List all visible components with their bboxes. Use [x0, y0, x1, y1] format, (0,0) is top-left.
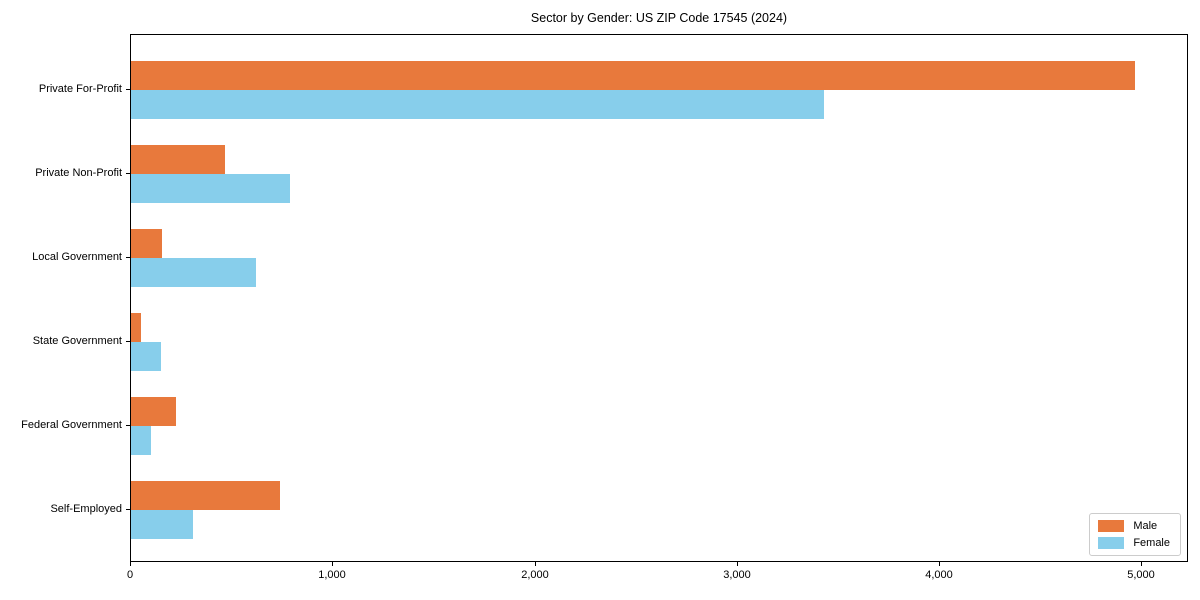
y-axis-label: Federal Government [21, 419, 122, 431]
y-axis-tick [126, 509, 130, 510]
bar-female-2 [131, 174, 290, 203]
legend: Male Female [1089, 513, 1181, 556]
x-axis-tick [535, 562, 536, 566]
legend-item-male: Male [1098, 520, 1170, 532]
y-axis-tick [126, 257, 130, 258]
y-axis-label: Self-Employed [50, 503, 122, 515]
bar-male-6 [131, 481, 280, 510]
y-axis-label: Local Government [32, 251, 122, 263]
chart-title: Sector by Gender: US ZIP Code 17545 (202… [530, 11, 788, 25]
bar-female-1 [131, 90, 824, 119]
legend-label-female: Female [1133, 537, 1170, 549]
bar-male-5 [131, 397, 176, 426]
x-axis-tick-label: 2,000 [521, 569, 549, 581]
x-axis-tick [1141, 562, 1142, 566]
x-axis-tick [332, 562, 333, 566]
y-axis-label: Private Non-Profit [35, 167, 122, 179]
x-axis-tick [737, 562, 738, 566]
x-axis-tick-label: 0 [126, 569, 134, 581]
x-axis-tick [130, 562, 131, 566]
y-axis-label: State Government [32, 335, 122, 347]
legend-label-male: Male [1133, 520, 1158, 532]
x-axis-tick [939, 562, 940, 566]
bar-female-5 [131, 426, 151, 455]
bar-male-4 [131, 313, 141, 342]
bar-female-6 [131, 510, 193, 539]
bar-male-3 [131, 229, 162, 258]
x-axis-tick-label: 1,000 [318, 569, 346, 581]
male-swatch [1098, 520, 1125, 532]
y-axis-tick [126, 173, 130, 174]
x-axis-tick-label: 3,000 [723, 569, 751, 581]
bar-female-3 [131, 258, 256, 287]
legend-item-female: Female [1098, 537, 1170, 549]
bar-male-1 [131, 61, 1135, 90]
x-axis-tick-label: 4,000 [925, 569, 953, 581]
bar-male-2 [131, 145, 225, 174]
y-axis-tick [126, 341, 130, 342]
bar-female-4 [131, 342, 161, 371]
y-axis-tick [126, 425, 130, 426]
female-swatch [1098, 537, 1125, 549]
y-axis-label: Private For-Profit [38, 83, 122, 95]
x-axis-tick-label: 5,000 [1127, 569, 1155, 581]
y-axis-tick [126, 89, 130, 90]
plot-area: Male Female [130, 34, 1188, 562]
